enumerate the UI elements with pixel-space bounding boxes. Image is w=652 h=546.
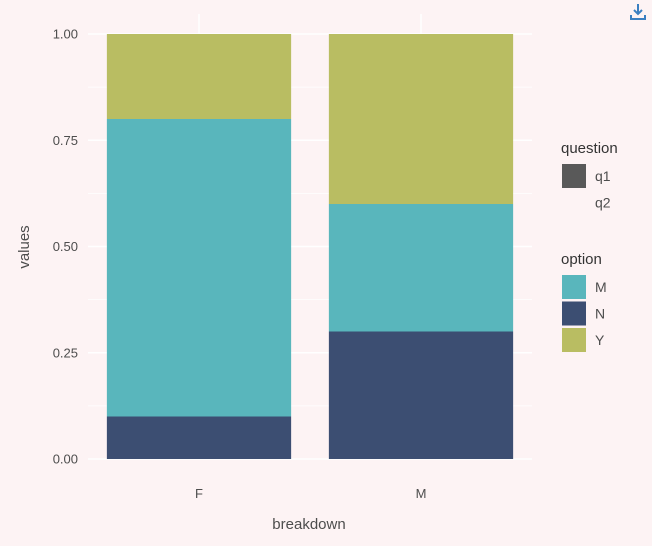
y-tick-label: 0.75 xyxy=(53,133,78,148)
legend-label-q1: q1 xyxy=(595,168,611,184)
y-tick-label: 0.00 xyxy=(53,452,78,467)
legend-title-option: option xyxy=(561,251,602,268)
bar-M-Y xyxy=(328,34,514,204)
bar-F-M xyxy=(106,119,292,417)
x-axis-title: breakdown xyxy=(272,516,345,533)
bar-M-N xyxy=(328,331,514,459)
bar-F-Y xyxy=(106,34,292,119)
legend-key-Y xyxy=(562,328,586,352)
x-tick-label: M xyxy=(416,486,427,501)
legend-key-q1 xyxy=(562,164,586,188)
legend-label-q2: q2 xyxy=(595,195,611,211)
y-tick-label: 0.50 xyxy=(53,239,78,254)
bar-F-N xyxy=(106,416,292,459)
download-icon[interactable] xyxy=(628,2,648,22)
legends: question q1 q2 option MNY xyxy=(561,140,618,352)
legend-key-N xyxy=(562,301,586,326)
x-tick-label: F xyxy=(195,486,203,501)
legend-label-N: N xyxy=(595,306,605,322)
legend-key-M xyxy=(562,275,586,299)
legend-label-Y: Y xyxy=(595,332,605,348)
y-axis-title: values xyxy=(16,225,33,268)
bar-M-M xyxy=(328,204,514,332)
y-tick-label: 1.00 xyxy=(53,27,78,42)
y-tick-label: 0.25 xyxy=(53,345,78,360)
bars xyxy=(106,34,514,459)
y-axis-ticks: 0.00 0.25 0.50 0.75 1.00 xyxy=(53,27,78,467)
legend-title-question: question xyxy=(561,140,618,157)
legend-label-M: M xyxy=(595,279,607,295)
